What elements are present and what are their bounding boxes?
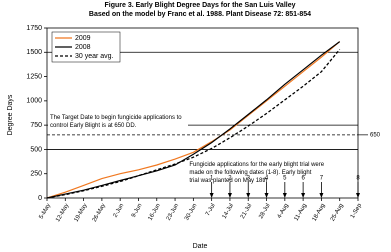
application-label: 3	[247, 176, 251, 182]
arrow-head	[319, 193, 324, 198]
plot-area	[46, 27, 359, 199]
annotation: Fungicide applications for the early bli…	[189, 162, 324, 184]
annotation-box	[187, 159, 338, 186]
x-tick-label: 7-Jul	[205, 203, 217, 217]
application-label: 8	[356, 176, 360, 182]
x-tick-label: 14-Jul	[222, 203, 235, 220]
arrow-head	[356, 193, 360, 198]
arrow-head	[209, 193, 214, 198]
series-line	[46, 48, 341, 199]
arrow-head	[264, 193, 269, 198]
arrow-head	[246, 193, 251, 198]
series-line	[46, 41, 341, 199]
y-tick-label: 750	[30, 122, 42, 129]
threshold-label: 650	[370, 132, 381, 138]
arrow-head	[301, 193, 306, 198]
chart-title: Figure 3. Early Blight Degree Days for t…	[104, 2, 295, 9]
legend-label: 2008	[75, 44, 91, 51]
y-tick-label: 1000	[26, 98, 42, 105]
series-line	[46, 41, 341, 199]
x-tick-label: 30-Jun	[184, 203, 198, 222]
arrow-head	[227, 193, 232, 198]
y-tick-label: 0	[38, 195, 42, 202]
application-label: 5	[283, 176, 287, 182]
x-tick-label: 9-Jun	[131, 203, 144, 219]
x-tick-label: 19-May	[73, 203, 88, 223]
application-label: 4	[265, 176, 269, 182]
arrow-head	[282, 193, 287, 198]
y-tick-label: 250	[30, 171, 42, 178]
x-tick-label: 5-May	[39, 203, 53, 220]
x-tick-label: 11-Aug	[294, 203, 309, 222]
chart-subtitle: Based on the model by Franc et al. 1988.…	[89, 11, 311, 18]
legend-label: 30 year avg.	[75, 53, 114, 60]
application-label: 6	[301, 176, 305, 182]
x-tick-label: 21-Jul	[240, 203, 253, 220]
application-label: 7	[320, 176, 324, 182]
annotation: The Target Date to begin fungicide appli…	[50, 115, 182, 129]
x-tick-label: 2-Jun	[113, 203, 126, 219]
x-axis-label: Date	[193, 243, 208, 250]
y-tick-label: 500	[30, 146, 42, 153]
x-tick-label: 16-Jun	[147, 203, 161, 222]
x-tick-label: 1-Sep	[350, 202, 364, 219]
annotation-box	[48, 112, 188, 131]
x-tick-label: 28-Jul	[258, 203, 271, 220]
y-tick-label: 1250	[26, 73, 42, 80]
x-tick-label: 26-May	[92, 203, 107, 223]
application-label: 1	[210, 176, 214, 182]
x-tick-label: 12-May	[55, 203, 70, 223]
y-axis-label: Degree Days	[7, 94, 14, 135]
x-tick-label: 18-Aug	[312, 203, 327, 223]
x-tick-label: 25-Aug	[330, 203, 345, 223]
y-tick-label: 1750	[26, 25, 42, 32]
x-tick-label: 4-Aug	[277, 203, 290, 220]
y-tick-label: 1500	[26, 49, 42, 56]
legend-label: 2009	[75, 35, 91, 42]
x-tick-label: 23-Jun	[166, 203, 180, 222]
application-label: 2	[228, 176, 232, 182]
